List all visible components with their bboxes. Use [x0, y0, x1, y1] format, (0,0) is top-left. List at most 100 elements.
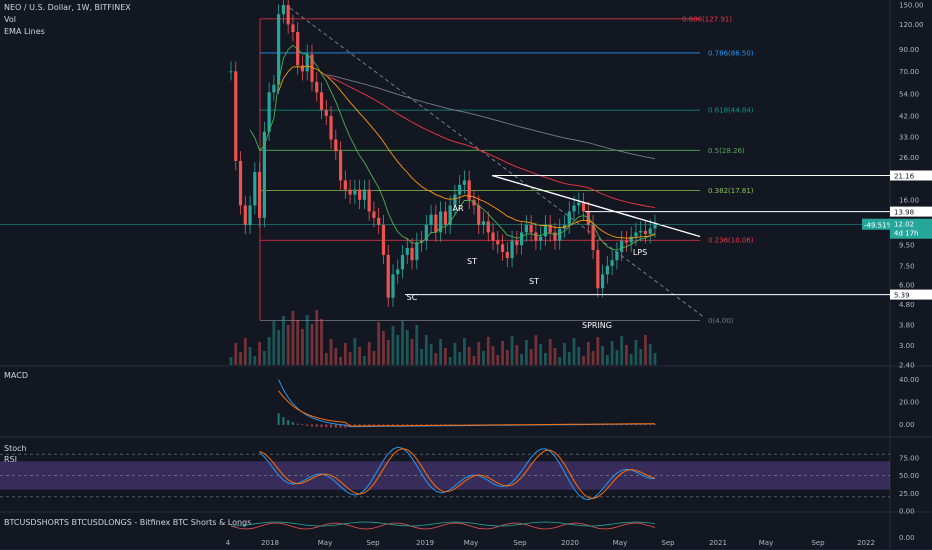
- key-level-label: 13.98: [894, 209, 914, 217]
- macd-histogram-bar: [625, 424, 628, 426]
- candle-body: [386, 254, 390, 298]
- longs-line: [230, 521, 656, 527]
- macd-histogram-bar: [339, 424, 342, 428]
- macd-histogram-bar: [287, 420, 290, 425]
- ema-legend[interactable]: EMA Lines: [4, 27, 45, 36]
- fib-level-label: 0.618(44.84): [708, 107, 754, 115]
- macd-histogram-bar: [387, 424, 390, 426]
- macd-histogram-bar: [315, 424, 318, 427]
- macd-histogram-bar: [330, 424, 333, 428]
- volume-bar: [477, 342, 481, 365]
- macd-histogram-bar: [639, 424, 642, 426]
- stoch-pane-label[interactable]: Stoch: [4, 444, 27, 453]
- volume-bar: [586, 342, 590, 365]
- x-tick-label: May: [613, 539, 627, 547]
- candle-body: [296, 32, 300, 66]
- candle-body: [605, 265, 609, 275]
- macd-histogram-bar: [434, 424, 437, 426]
- volume-bar: [486, 337, 490, 365]
- shorts-tick-label: 0.00: [899, 534, 915, 542]
- volume-bar: [501, 341, 504, 365]
- countdown-label: 4d 17h: [894, 230, 918, 238]
- volume-bar: [434, 353, 438, 365]
- volume-bar: [367, 342, 371, 365]
- macd-histogram-bar: [382, 424, 385, 426]
- candle-body: [639, 230, 643, 233]
- candle-body: [615, 251, 619, 261]
- volume-bar: [229, 357, 233, 365]
- macd-histogram-bar: [377, 424, 380, 426]
- candle-body: [281, 5, 286, 15]
- candle-body: [429, 214, 433, 225]
- candle-body: [396, 269, 400, 275]
- volume-bar: [286, 325, 290, 365]
- candle-body: [243, 205, 247, 225]
- volume-bar: [629, 354, 633, 365]
- volume-bar: [601, 346, 604, 365]
- volume-bar: [582, 356, 585, 365]
- candle-body: [443, 211, 447, 225]
- candle-body: [424, 224, 428, 241]
- macd-signal-line: [278, 390, 655, 427]
- candle-body: [553, 232, 557, 241]
- candle-body: [620, 240, 624, 252]
- shorts-longs-pane-label[interactable]: BTCUSDSHORTS BTCUSDLONGS - Bitfinex BTC …: [4, 518, 252, 527]
- resistance-trendline: [491, 174, 701, 238]
- candle-body: [253, 172, 257, 206]
- volume-bar: [605, 355, 609, 365]
- macd-histogram-bar: [277, 413, 280, 425]
- y-tick-label: 90.00: [899, 46, 919, 54]
- x-tick-label: Sep: [811, 539, 825, 547]
- candle-body: [653, 224, 657, 229]
- macd-histogram-bar: [634, 424, 637, 426]
- y-tick-label: 26.00: [899, 154, 919, 162]
- y-tick-label: 9.50: [899, 242, 915, 250]
- x-tick-label: 4: [226, 539, 231, 547]
- volume-bar: [591, 351, 595, 365]
- volume-bar: [382, 331, 385, 365]
- candle-body: [453, 194, 457, 206]
- stoch-tick-label: 50.00: [899, 472, 919, 480]
- candle-body: [434, 214, 438, 233]
- candle-body: [648, 228, 652, 235]
- wyckoff-annotation: SPRING: [582, 321, 612, 330]
- volume-bar: [329, 339, 333, 365]
- y-tick-label: 6.00: [899, 282, 915, 290]
- candle-body: [496, 240, 500, 245]
- vol-legend[interactable]: Vol: [4, 15, 16, 24]
- volume-bar: [324, 353, 328, 365]
- macd-histogram-bar: [334, 424, 337, 428]
- key-level-label: 21.16: [894, 173, 915, 181]
- macd-line: [278, 379, 655, 428]
- volume-bar: [529, 349, 533, 365]
- candle-body: [600, 274, 605, 289]
- volume-bar: [553, 348, 557, 365]
- volume-bar: [520, 354, 524, 365]
- candle-body: [324, 109, 328, 116]
- macd-pane-label[interactable]: MACD: [4, 371, 28, 380]
- macd-histogram-bar: [372, 424, 375, 426]
- volume-bar: [482, 351, 485, 365]
- y-tick-label: 120.00: [899, 21, 924, 29]
- macd-histogram-bar: [368, 424, 371, 426]
- volume-bar: [596, 337, 600, 365]
- candle-body: [267, 92, 271, 132]
- candle-body: [400, 254, 405, 270]
- candle-body: [362, 189, 366, 200]
- candle-body: [410, 248, 414, 261]
- rsi-pane-label[interactable]: RSI: [4, 455, 17, 464]
- macd-tick-label: 40.00: [899, 376, 919, 384]
- volume-bar: [243, 338, 247, 365]
- candle-body: [338, 151, 343, 181]
- candle-body: [372, 211, 376, 218]
- wyckoff-annotation: LPS: [633, 248, 647, 257]
- x-tick-label: May: [318, 539, 332, 547]
- candle-body: [596, 249, 600, 289]
- macd-histogram-bar: [654, 424, 656, 426]
- candle-body: [629, 236, 633, 243]
- candle-body: [567, 211, 571, 225]
- volume-bar: [339, 357, 342, 365]
- volume-bar: [472, 356, 476, 365]
- candle-body: [524, 224, 528, 233]
